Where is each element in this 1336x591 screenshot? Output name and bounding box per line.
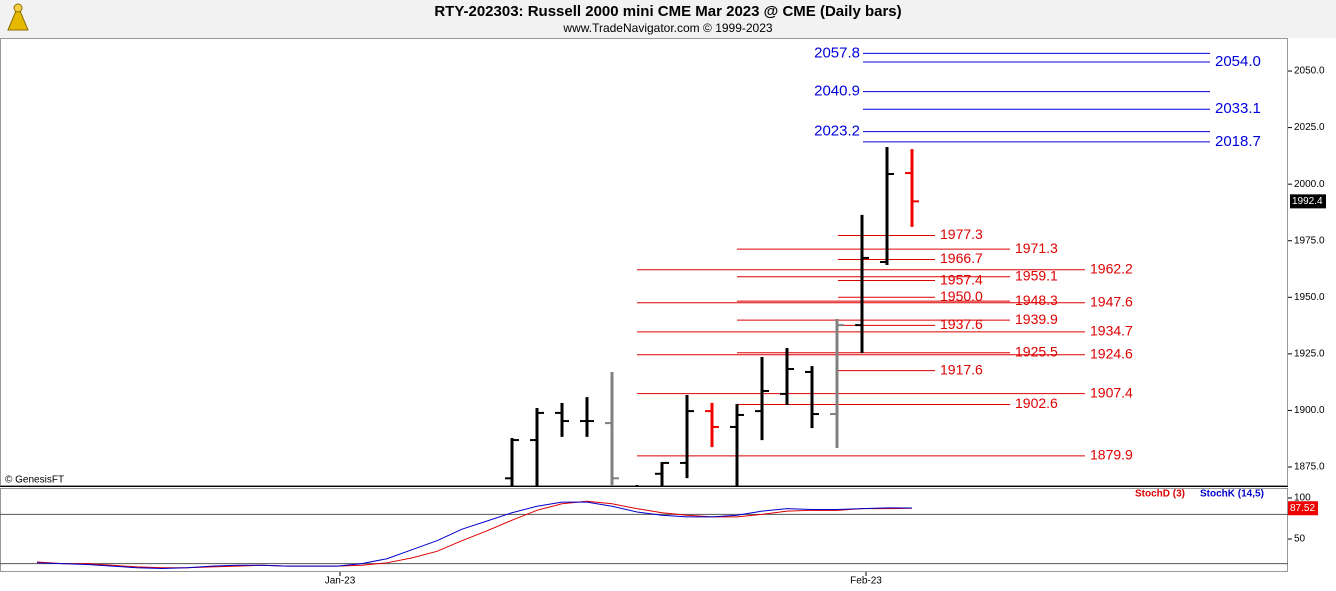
level-label: 1971.3 bbox=[1015, 240, 1058, 256]
stoch-line bbox=[36, 501, 913, 570]
level-label: 1917.6 bbox=[940, 361, 983, 377]
credit: © GenesisFT bbox=[5, 475, 64, 486]
level-label: 1966.7 bbox=[940, 250, 983, 266]
y-tick-label: 100 bbox=[1294, 493, 1311, 504]
level-label: 1924.6 bbox=[1090, 345, 1133, 361]
y-tick-label: 1925.0 bbox=[1294, 349, 1325, 360]
level-label: 1879.9 bbox=[1090, 447, 1133, 463]
level-label: 2023.2 bbox=[814, 123, 860, 140]
last-value-label: 87.52 bbox=[1290, 503, 1315, 514]
level-label: 1977.3 bbox=[940, 226, 983, 242]
chart-subtitle: www.TradeNavigator.com © 1999-2023 bbox=[562, 21, 772, 35]
y-tick-label: 50 bbox=[1294, 534, 1306, 545]
y-tick-label: 1950.0 bbox=[1294, 292, 1325, 303]
x-tick-label: Jan-23 bbox=[325, 576, 356, 587]
legend-entry: StochD (3) bbox=[1135, 489, 1185, 500]
legend-entry: StochK (14,5) bbox=[1200, 489, 1264, 500]
level-label: 1957.4 bbox=[940, 271, 983, 287]
level-label: 1937.6 bbox=[940, 316, 983, 332]
last-price-box bbox=[1290, 194, 1326, 209]
level-label: 2040.9 bbox=[814, 83, 860, 100]
x-tick-label: Feb-23 bbox=[850, 576, 882, 587]
level-label: 1948.3 bbox=[1015, 292, 1058, 308]
y-tick-label: 1975.0 bbox=[1294, 235, 1325, 246]
level-label: 2018.7 bbox=[1215, 133, 1261, 150]
stoch-panel-frame bbox=[0, 488, 1288, 572]
level-label: 1950.0 bbox=[940, 288, 983, 304]
level-label: 2057.8 bbox=[814, 44, 860, 61]
y-tick-label: 2000.0 bbox=[1294, 179, 1325, 190]
level-label: 1925.5 bbox=[1015, 343, 1058, 359]
level-label: 1902.6 bbox=[1015, 395, 1058, 411]
last-value-box bbox=[1288, 501, 1318, 516]
level-label: 1939.9 bbox=[1015, 311, 1058, 327]
level-label: 1962.2 bbox=[1090, 260, 1133, 276]
y-tick-label: 2050.0 bbox=[1294, 66, 1325, 77]
price-panel-frame bbox=[0, 38, 1288, 486]
logo-icon bbox=[7, 3, 29, 31]
level-label: 1907.4 bbox=[1090, 384, 1133, 400]
header-bar bbox=[0, 0, 1336, 38]
y-tick-label: 2025.0 bbox=[1294, 122, 1325, 133]
level-label: 2033.1 bbox=[1215, 100, 1261, 117]
level-label: 1959.1 bbox=[1015, 267, 1058, 283]
level-label: 1947.6 bbox=[1090, 293, 1133, 309]
last-price-label: 1992.4 bbox=[1292, 196, 1323, 207]
y-tick-label: 1900.0 bbox=[1294, 405, 1325, 416]
stoch-plot bbox=[0, 500, 1288, 570]
price-plot: 2057.8 2054.0 2040.9 2033.1 2023.2 2018.7 1977… bbox=[505, 44, 1261, 486]
level-label: 1934.7 bbox=[1090, 323, 1133, 339]
chart-title: RTY-202303: Russell 2000 mini CME Mar 20… bbox=[434, 3, 901, 20]
y-tick-label: 1875.0 bbox=[1294, 462, 1325, 473]
level-label: 2054.0 bbox=[1215, 53, 1261, 70]
